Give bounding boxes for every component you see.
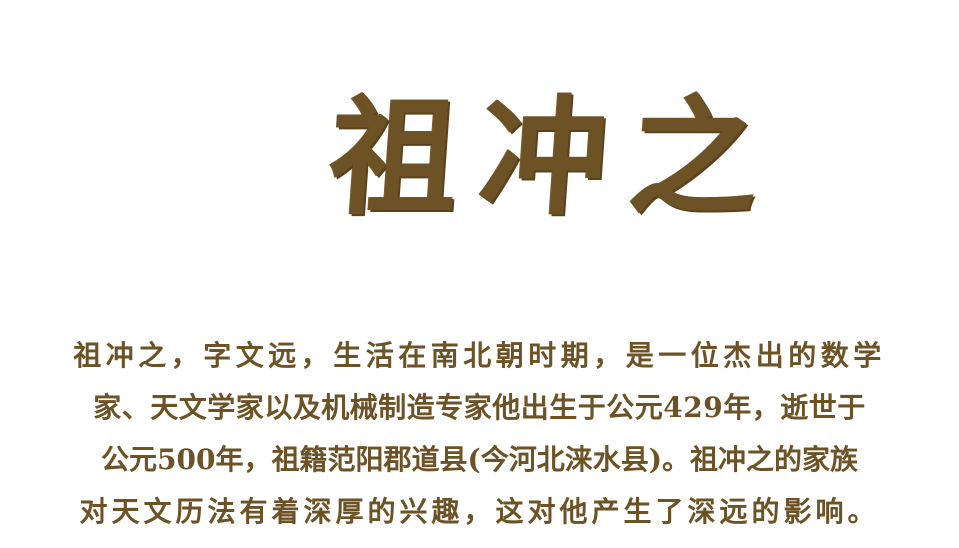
page-title: 祖冲之 (324, 83, 786, 233)
paragraph-line-3: 公元500年，祖籍范阳郡道县(今河北涞水县)。祖冲之的家族 (101, 443, 858, 476)
paragraph-line-1: 祖冲之，字文远，生活在南北朝时期，是一位杰出的数学 (73, 339, 886, 372)
paragraph-line-2: 家、天文学家以及机械制造专家他出生于公元429年，逝世于 (93, 391, 866, 424)
biography-paragraph: 祖冲之，字文远，生活在南北朝时期，是一位杰出的数学 家、天文学家以及机械制造专家… (20, 330, 939, 538)
paragraph-line-4: 对天文历法有着深厚的兴趣，这对他产生了深远的影响。 (79, 495, 880, 528)
